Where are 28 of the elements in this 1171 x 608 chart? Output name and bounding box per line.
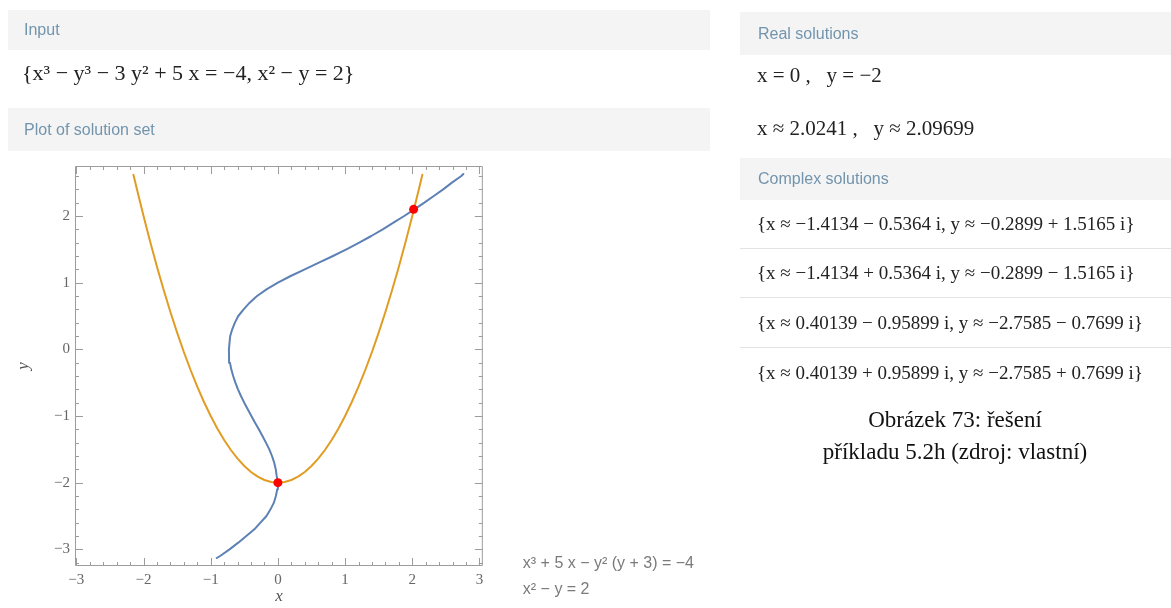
y-tick-label: 1	[62, 273, 70, 290]
text: Obrázek 73: řešení příkladu 5.2h (zdroj: vlastní)	[821, 406, 1089, 466]
text: Input	[24, 21, 60, 39]
text: Real solutions	[758, 24, 859, 43]
x-tick-label: 2	[408, 570, 417, 587]
x-axis-title: x	[274, 586, 284, 606]
text: Complex solutions	[758, 170, 889, 188]
text: {x³ − y³ − 3 y² + 5 x = −4, x² − y = 2}	[22, 60, 355, 85]
x-tick-label: 0	[274, 570, 282, 587]
text: x ≈ 2.0241 , y ≈ 2.09699	[757, 116, 975, 140]
y-tick-label: 2	[62, 206, 70, 223]
x-tick-label: −1	[202, 570, 219, 587]
text: {x ≈ 0.40139 + 0.95899 i, y ≈ −2.7585 + 0.7699 i}	[757, 362, 1143, 384]
text: x = 0 , y = −2	[757, 63, 882, 87]
y-tick-label: −1	[54, 406, 70, 423]
x-tick-label: −2	[135, 570, 152, 587]
text: {x ≈ −1.4134 − 0.5364 i, y ≈ −0.2899 + 1.5165 i}	[757, 213, 1135, 235]
y-tick-label: −3	[54, 540, 70, 557]
text: x³ + 5 x − y² (y + 3) = −4	[522, 554, 695, 572]
chart-title: Plot of solution set	[24, 120, 155, 139]
text: {x ≈ 0.40139 − 0.95899 i, y ≈ −2.7585 − 0.7699 i}	[757, 311, 1143, 334]
y-tick-label: −2	[54, 473, 70, 490]
x-tick-label: 1	[341, 570, 349, 587]
text: {x ≈ −1.4134 + 0.5364 i, y ≈ −0.2899 − 1.5165 i}	[757, 262, 1135, 284]
text: x² − y = 2	[522, 580, 590, 598]
y-axis-title: y	[12, 361, 32, 372]
x-tick-label: 3	[475, 570, 484, 587]
y-tick-label: 0	[62, 340, 70, 357]
